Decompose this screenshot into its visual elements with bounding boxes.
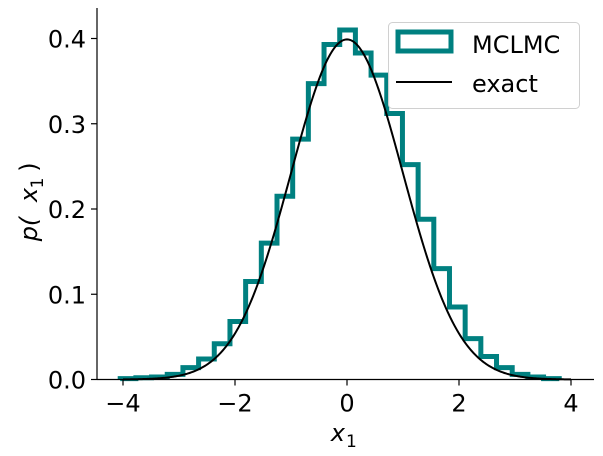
y-tick-label: 0.0 bbox=[48, 367, 86, 395]
y-ticks: 0.0 0.1 0.2 0.3 0.4 bbox=[48, 26, 97, 395]
legend-mclmc-swatch bbox=[395, 29, 454, 54]
y-tick-label: 0.2 bbox=[48, 196, 86, 224]
x-tick-label: 2 bbox=[451, 390, 466, 418]
svg-text:1: 1 bbox=[28, 178, 48, 189]
x-ticks: −4 −2 0 2 4 bbox=[105, 379, 579, 418]
svg-text:p(: p( bbox=[15, 215, 43, 242]
svg-text:1: 1 bbox=[346, 432, 357, 452]
y-tick-label: 0.3 bbox=[48, 111, 86, 139]
svg-text:x: x bbox=[15, 187, 43, 203]
x-tick-label: 4 bbox=[563, 390, 578, 418]
svg-text:): ) bbox=[15, 162, 43, 171]
y-tick-label: 0.4 bbox=[48, 26, 86, 54]
legend: MCLMC exact bbox=[388, 22, 580, 109]
x-tick-label: −2 bbox=[217, 390, 252, 418]
y-axis-label: p( x 1 ) bbox=[15, 162, 48, 242]
exact-density-curve bbox=[122, 38, 572, 381]
plot-area bbox=[117, 27, 572, 382]
mclmc-histogram bbox=[117, 27, 562, 382]
svg-text:x: x bbox=[330, 419, 346, 447]
legend-exact-label: exact bbox=[472, 70, 538, 98]
x-axis-label: x 1 bbox=[330, 419, 357, 452]
y-tick-label: 0.1 bbox=[48, 281, 86, 309]
x-tick-label: 0 bbox=[339, 390, 354, 418]
x-tick-label: −4 bbox=[105, 390, 140, 418]
axes-spines bbox=[96, 8, 594, 381]
legend-mclmc-label: MCLMC bbox=[472, 31, 560, 59]
legend-frame bbox=[388, 22, 580, 109]
